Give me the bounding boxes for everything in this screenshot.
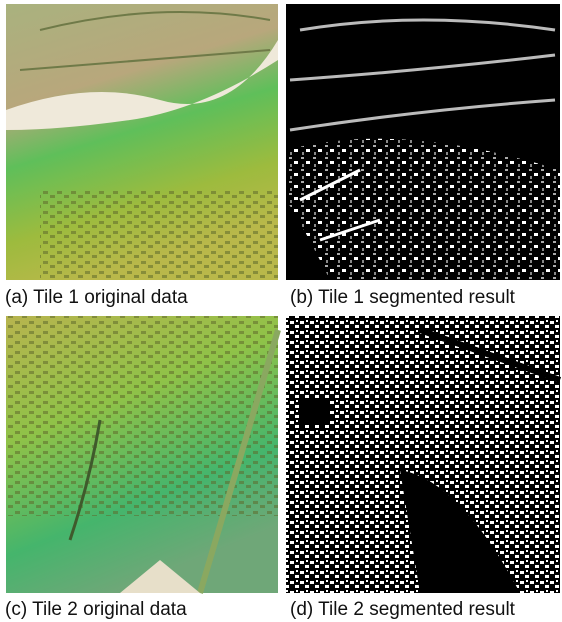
image-tile1-segmented: [286, 4, 560, 280]
caption: (d) Tile 2 segmented result: [290, 599, 516, 620]
image-tile2-segmented: [286, 316, 560, 593]
caption: (c) Tile 2 original data: [5, 599, 187, 620]
image-tile2-original: [6, 316, 278, 593]
figure: (a) Tile 1 original data (b) Tile 1 segm…: [0, 0, 562, 622]
image-tile1-original: [6, 4, 278, 280]
caption: (a) Tile 1 original data: [5, 287, 188, 308]
caption: (b) Tile 1 segmented result: [290, 287, 516, 308]
